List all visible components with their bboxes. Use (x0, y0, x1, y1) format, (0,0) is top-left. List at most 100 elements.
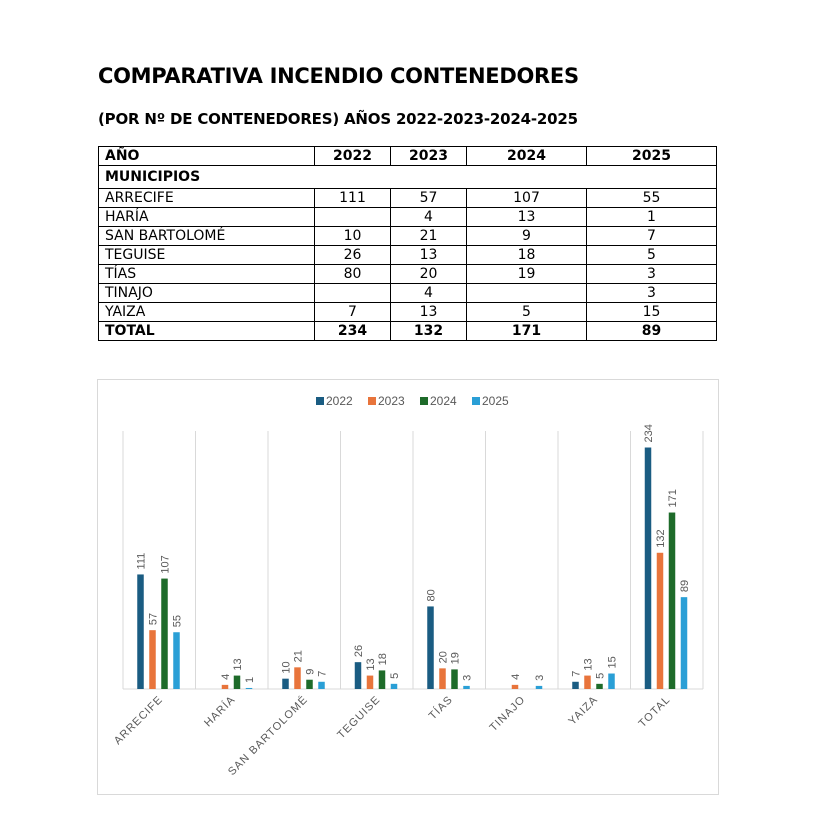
table-row: SAN BARTOLOMÉ 10 21 9 7 (98, 226, 717, 246)
bar (656, 552, 664, 689)
data-table: AÑO 2022 2023 2024 2025 MUNICIPIOS ARRECIFE 111… (98, 146, 717, 341)
legend-swatch (472, 397, 480, 405)
bar (463, 685, 470, 689)
table-cell: 10 (314, 226, 391, 246)
table-cell: 15 (586, 302, 717, 322)
total-row: TOTAL 234 132 171 89 (98, 321, 717, 341)
bar (245, 687, 253, 689)
bar (173, 632, 180, 689)
table-cell: 7 (314, 302, 391, 322)
data-label: 20 (438, 651, 450, 663)
row-label: TINAJO (98, 283, 315, 303)
table-cell: 7 (586, 226, 717, 246)
bar (668, 512, 676, 689)
table-cell (466, 283, 587, 303)
bar (608, 673, 615, 689)
data-label: 10 (281, 661, 293, 673)
data-label: 21 (293, 650, 305, 662)
data-label: 13 (583, 658, 595, 670)
x-tick-label: TINAJO (487, 694, 527, 734)
table-row: TÍAS 80 20 19 3 (98, 264, 717, 284)
x-tick-label: TOTAL (636, 694, 672, 730)
table-row: HARÍA 4 13 1 (98, 207, 717, 227)
table-cell: 18 (466, 245, 587, 265)
bar (439, 668, 446, 689)
legend-swatch (316, 397, 324, 405)
data-label: 4 (220, 674, 232, 680)
x-tick-label: YAIZA (566, 694, 600, 728)
table-cell: 4 (390, 207, 467, 227)
table-cell: 234 (314, 321, 391, 341)
row-label: SAN BARTOLOMÉ (98, 226, 315, 246)
table-cell: 57 (390, 188, 467, 208)
table-cell: 2023 (390, 146, 467, 166)
bar (572, 681, 579, 689)
table-cell: 3 (586, 264, 717, 284)
table-cell: 13 (466, 207, 587, 227)
bar (306, 679, 313, 689)
data-label: 1 (244, 677, 256, 683)
data-label: 3 (534, 675, 546, 681)
bar (149, 630, 156, 689)
page-subtitle: (POR Nº DE CONTENEDORES) AÑOS 2022-2023-… (98, 110, 578, 128)
data-label: 7 (571, 671, 583, 677)
table-cell: 26 (314, 245, 391, 265)
bar (644, 447, 652, 689)
x-tick-label: HARÍA (201, 693, 238, 730)
bar (451, 669, 458, 689)
x-tick-label: TEGUISE (335, 694, 383, 742)
table-cell (314, 283, 391, 303)
bar (354, 662, 362, 689)
table-row: ARRECIFE 111 57 107 55 (98, 188, 717, 208)
table-cell: 171 (466, 321, 587, 341)
bar (378, 670, 386, 689)
x-tick-label: ARRECIFE (112, 694, 165, 747)
legend-swatch (420, 397, 428, 405)
table-cell: 2025 (586, 146, 717, 166)
row-label: TOTAL (98, 321, 315, 341)
bar (584, 675, 591, 689)
data-label: 5 (595, 673, 607, 679)
legend-swatch (368, 397, 376, 405)
bar (366, 675, 374, 689)
table-cell: 13 (390, 302, 467, 322)
table-cell: 5 (586, 245, 717, 265)
row-label: YAIZA (98, 302, 315, 322)
table-cell (314, 207, 391, 227)
legend-label: 2024 (430, 394, 457, 408)
data-label: 89 (679, 580, 691, 592)
table-cell: 1 (586, 207, 717, 227)
table-cell: 89 (586, 321, 717, 341)
data-label: 7 (317, 671, 329, 677)
bar (221, 684, 229, 689)
data-label: 4 (510, 674, 522, 680)
table-cell: 4 (390, 283, 467, 303)
legend-label: 2025 (482, 394, 509, 408)
row-label: TEGUISE (98, 245, 315, 265)
bar (511, 684, 519, 689)
table-row: TINAJO 4 3 (98, 283, 717, 303)
table-cell: 111 (314, 188, 391, 208)
row-label: AÑO (98, 146, 315, 166)
legend-label: 2022 (326, 394, 353, 408)
bar (318, 681, 325, 689)
data-label: 13 (365, 658, 377, 670)
table-cell: 55 (586, 188, 717, 208)
data-label: 107 (160, 555, 172, 573)
table-cell: 107 (466, 188, 587, 208)
bar (596, 683, 603, 689)
page-title: COMPARATIVA INCENDIO CONTENEDORES (98, 64, 579, 88)
bar (680, 597, 688, 689)
table-cell: 3 (586, 283, 717, 303)
bar (233, 675, 241, 689)
table-header-row: AÑO 2022 2023 2024 2025 (98, 146, 717, 166)
bar (535, 685, 543, 689)
bar (282, 678, 289, 689)
x-tick-label: TÍAS (426, 693, 455, 722)
data-label: 234 (643, 424, 655, 442)
data-label: 3 (462, 675, 474, 681)
x-tick-label: SAN BARTOLOMÉ (225, 693, 310, 778)
data-label: 13 (232, 658, 244, 670)
row-label: ARRECIFE (98, 188, 315, 208)
data-label: 55 (172, 615, 184, 627)
